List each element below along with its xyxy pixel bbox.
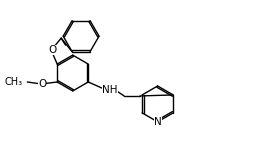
Text: NH: NH [102,85,118,95]
Text: O: O [48,45,56,55]
Text: O: O [38,79,46,89]
Text: N: N [154,117,162,127]
Text: CH₃: CH₃ [4,77,22,87]
